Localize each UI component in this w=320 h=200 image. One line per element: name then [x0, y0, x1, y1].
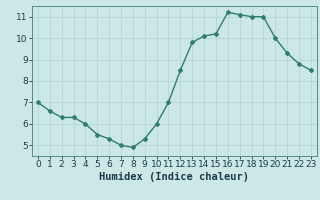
- X-axis label: Humidex (Indice chaleur): Humidex (Indice chaleur): [100, 172, 249, 182]
